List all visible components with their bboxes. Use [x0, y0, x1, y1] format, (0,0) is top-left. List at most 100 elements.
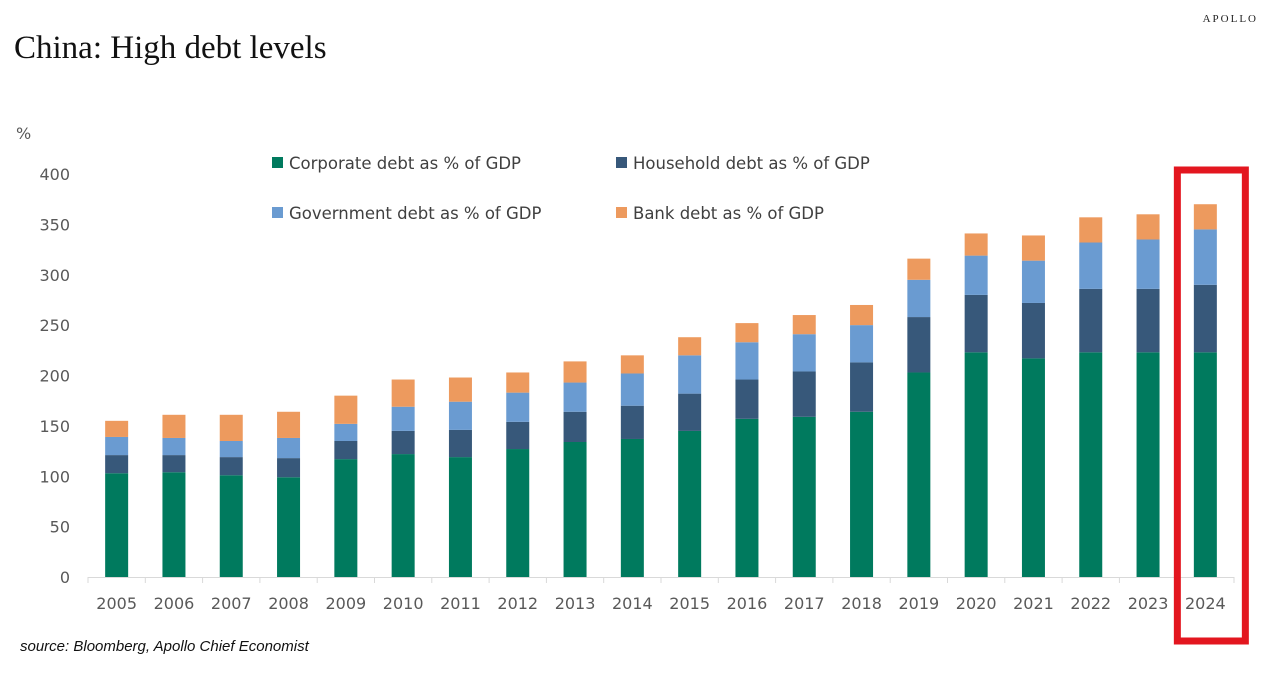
bar-segment-household-2005 — [105, 455, 129, 474]
y-tick-label: 200 — [39, 367, 70, 386]
bar-segment-corporate-2017 — [792, 416, 816, 577]
legend: Corporate debt as % of GDP Household debt… — [272, 154, 870, 223]
bar-segment-household-2006 — [162, 455, 186, 473]
bar-segment-corporate-2014 — [620, 438, 644, 577]
brand-logo: APOLLO — [1202, 13, 1258, 25]
bar-segment-corporate-2019 — [907, 372, 931, 577]
bar-segment-household-2013 — [563, 411, 587, 442]
bar-segment-bank-2016 — [735, 323, 759, 343]
highlight-box — [1173, 166, 1249, 645]
y-tick-label: 300 — [39, 266, 70, 285]
bar-segment-household-2010 — [391, 430, 415, 455]
bar-segment-bank-2017 — [792, 315, 816, 335]
x-tick-label: 2018 — [841, 594, 882, 613]
bar-segment-household-2022 — [1079, 288, 1103, 353]
bar-segment-government-2013 — [563, 382, 587, 412]
bar-segment-government-2016 — [735, 342, 759, 380]
x-tick-label: 2023 — [1128, 594, 1169, 613]
y-tick-label: 0 — [60, 568, 70, 587]
bar-segment-corporate-2022 — [1079, 352, 1103, 577]
bar-segment-corporate-2006 — [162, 472, 186, 577]
bar-segment-corporate-2007 — [219, 475, 243, 577]
bar-segment-household-2011 — [448, 429, 472, 458]
highlight-rectangle — [1173, 166, 1249, 645]
bar-segment-government-2010 — [391, 406, 415, 431]
bar-segment-government-2008 — [277, 437, 301, 459]
y-axis-ticks: 0 50 100 150 200 250 300 350 400 — [39, 165, 70, 587]
bar-segment-corporate-2008 — [277, 477, 301, 577]
bar-segment-government-2006 — [162, 437, 186, 456]
y-tick-label: 400 — [39, 165, 70, 184]
bar-segment-corporate-2011 — [448, 457, 472, 577]
x-tick-label: 2012 — [497, 594, 538, 613]
x-tick-label: 2010 — [383, 594, 424, 613]
bar-segment-bank-2022 — [1079, 217, 1103, 243]
bar-segment-corporate-2020 — [964, 352, 988, 577]
bar-segment-bank-2005 — [105, 420, 129, 437]
bar-segment-household-2009 — [334, 440, 358, 460]
bar-segment-household-2019 — [907, 317, 931, 373]
x-axis: 2005 2006 2007 2008 2009 2010 2011 2012 2013 2014… — [87, 577, 1235, 613]
x-tick-label: 2019 — [898, 594, 939, 613]
legend-swatch — [616, 157, 627, 168]
bar-segment-bank-2019 — [907, 258, 931, 280]
bar-segment-bank-2018 — [850, 304, 874, 326]
bar-segment-household-2016 — [735, 379, 759, 419]
legend-label: Corporate debt as % of GDP — [289, 154, 521, 173]
bar-segment-household-2023 — [1136, 288, 1160, 353]
bar-segment-bank-2008 — [277, 411, 301, 438]
x-tick-label: 2024 — [1185, 594, 1226, 613]
bar-segment-government-2009 — [334, 423, 358, 441]
bar-segment-household-2012 — [506, 421, 530, 450]
bar-segment-corporate-2023 — [1136, 352, 1160, 577]
bar-segment-government-2012 — [506, 392, 530, 422]
legend-label: Household debt as % of GDP — [633, 154, 870, 173]
bar-segment-bank-2009 — [334, 395, 358, 424]
bar-segment-household-2018 — [850, 362, 874, 412]
bar-segment-corporate-2012 — [506, 449, 530, 577]
legend-label: Government debt as % of GDP — [289, 204, 541, 223]
bar-segment-bank-2011 — [448, 377, 472, 402]
bar-segment-government-2022 — [1079, 242, 1103, 289]
bar-segment-government-2015 — [678, 355, 702, 394]
x-tick-label: 2013 — [555, 594, 596, 613]
bar-segment-household-2008 — [277, 458, 301, 478]
bar-segment-government-2011 — [448, 401, 472, 430]
x-tick-label: 2015 — [669, 594, 710, 613]
x-tick-label: 2016 — [727, 594, 768, 613]
bar-segment-bank-2006 — [162, 414, 186, 438]
y-tick-label: 250 — [39, 316, 70, 335]
bar-segment-corporate-2010 — [391, 454, 415, 577]
bar-segment-household-2017 — [792, 371, 816, 417]
x-tick-label: 2006 — [154, 594, 195, 613]
legend-swatch — [272, 207, 283, 218]
bar-segment-bank-2013 — [563, 361, 587, 383]
bar-segment-bank-2007 — [219, 414, 243, 441]
bar-segment-bank-2024 — [1193, 204, 1217, 230]
x-tick-label: 2021 — [1013, 594, 1054, 613]
bar-segment-bank-2021 — [1021, 235, 1045, 261]
x-tick-label: 2008 — [268, 594, 309, 613]
y-tick-label: 100 — [39, 467, 70, 486]
bar-segment-government-2018 — [850, 325, 874, 363]
bar-segment-corporate-2009 — [334, 459, 358, 577]
bar-segment-government-2021 — [1021, 260, 1045, 303]
bar-segment-government-2019 — [907, 279, 931, 318]
x-tick-label: 2014 — [612, 594, 653, 613]
legend-swatch — [616, 207, 627, 218]
bar-segment-corporate-2005 — [105, 473, 129, 577]
bar-segment-household-2007 — [219, 457, 243, 476]
bar-segment-bank-2015 — [678, 337, 702, 356]
y-tick-label: 350 — [39, 215, 70, 234]
x-tick-label: 2011 — [440, 594, 481, 613]
x-tick-label: 2007 — [211, 594, 252, 613]
bar-segment-corporate-2015 — [678, 430, 702, 577]
bar-segment-bank-2010 — [391, 379, 415, 407]
bar-segment-corporate-2021 — [1021, 358, 1045, 577]
bar-segment-government-2017 — [792, 334, 816, 372]
bar-segment-corporate-2024 — [1193, 352, 1217, 577]
x-tick-label: 2020 — [956, 594, 997, 613]
bar-segment-bank-2023 — [1136, 214, 1160, 240]
bar-segment-bank-2014 — [620, 355, 644, 374]
